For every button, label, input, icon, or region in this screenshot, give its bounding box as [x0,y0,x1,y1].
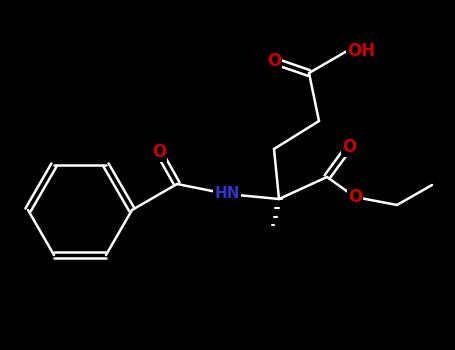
Text: O: O [342,138,356,156]
Text: O: O [348,188,362,206]
Text: HN: HN [214,187,240,202]
Text: O: O [267,52,281,70]
Text: O: O [152,143,166,161]
Text: OH: OH [347,42,375,60]
